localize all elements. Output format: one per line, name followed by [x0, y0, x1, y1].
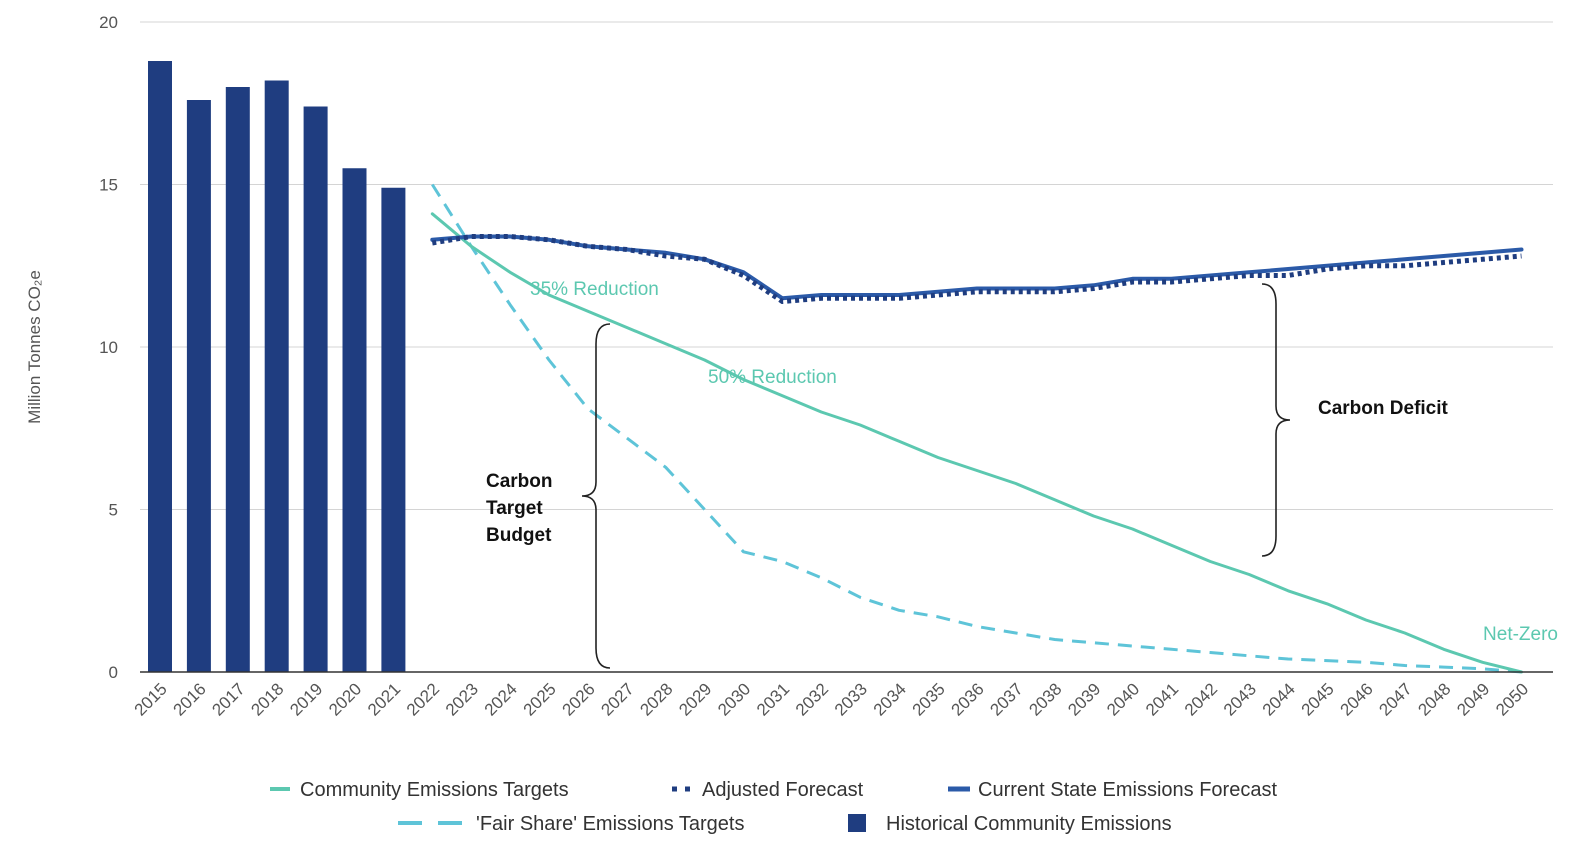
x-axis-ticks: 2015201620172018201920202021202220232024… [131, 679, 1533, 719]
legend-label: Current State Emissions Forecast [978, 779, 1277, 801]
legend-item-fair-share-emissions-targets: 'Fair Share' Emissions Targets [398, 813, 744, 835]
x-tick-label: 2022 [403, 679, 443, 719]
x-tick-label: 2047 [1375, 679, 1415, 719]
x-tick-label: 2044 [1259, 679, 1299, 719]
annotation-target: Target [486, 498, 543, 519]
x-tick-label: 2041 [1142, 679, 1182, 719]
x-tick-label: 2040 [1103, 679, 1143, 719]
x-tick-label: 2024 [481, 679, 521, 719]
x-tick-label: 2046 [1337, 679, 1377, 719]
x-tick-label: 2017 [208, 679, 248, 719]
annotation-carbon-deficit: Carbon Deficit [1318, 398, 1449, 419]
x-tick-label: 2025 [520, 679, 560, 719]
x-tick-label: 2039 [1064, 679, 1104, 719]
bar-2020 [342, 168, 367, 672]
y-axis-ticks: 0 5 10 15 20 [99, 13, 118, 682]
bar-2015 [148, 61, 172, 672]
x-tick-label: 2016 [170, 679, 210, 719]
annotation-budget: Budget [486, 525, 552, 546]
legend-swatch [848, 814, 866, 832]
x-tick-label: 2031 [753, 679, 793, 719]
y-tick-label: 20 [99, 13, 118, 32]
legend-label: Historical Community Emissions [886, 813, 1172, 835]
series-adjusted-forecast [431, 234, 1522, 304]
x-tick-label: 2026 [559, 679, 599, 719]
series-fair-share-emissions-targets [431, 183, 1522, 674]
gridlines [140, 21, 1553, 510]
legend-label: 'Fair Share' Emissions Targets [476, 813, 744, 835]
x-tick-label: 2048 [1414, 679, 1454, 719]
x-tick-label: 2033 [831, 679, 871, 719]
x-tick-label: 2050 [1492, 679, 1532, 719]
y-tick-label: 5 [109, 501, 118, 520]
x-tick-label: 2019 [286, 679, 326, 719]
bar-2021 [381, 187, 406, 672]
y-axis-label: Million Tonnes CO₂e [25, 270, 44, 424]
x-tick-label: 2015 [131, 679, 171, 719]
x-tick-label: 2020 [325, 679, 365, 719]
legend-label: Community Emissions Targets [300, 779, 569, 801]
y-tick-label: 0 [109, 663, 118, 682]
y-tick-label: 10 [99, 338, 118, 357]
x-tick-label: 2028 [636, 679, 676, 719]
x-tick-label: 2023 [442, 679, 482, 719]
bar-2016 [186, 100, 211, 672]
x-tick-label: 2037 [986, 679, 1026, 719]
budget-brace [581, 323, 611, 669]
bar-2017 [225, 87, 250, 672]
y-tick-label: 15 [99, 176, 118, 195]
annotation-net-zero: Net-Zero [1483, 624, 1558, 645]
series-current-state-emissions-forecast [430, 234, 1524, 301]
series-community-emissions-targets [430, 212, 1523, 674]
annotation-35-reduction: 35% Reduction [530, 279, 659, 300]
legend-item-community-emissions-targets: Community Emissions Targets [270, 779, 569, 801]
legend: Community Emissions Targets Adjusted Fore… [270, 779, 1277, 835]
legend-item-current-state-emissions-forecast: Current State Emissions Forecast [948, 779, 1277, 801]
x-tick-label: 2030 [714, 679, 754, 719]
deficit-brace [1261, 283, 1291, 557]
x-tick-label: 2038 [1025, 679, 1065, 719]
x-tick-label: 2035 [909, 679, 949, 719]
x-tick-label: 2043 [1220, 679, 1260, 719]
annotation-carbon: Carbon [486, 471, 553, 492]
x-tick-label: 2042 [1181, 679, 1221, 719]
x-tick-label: 2021 [364, 679, 404, 719]
annotations: 35% Reduction 50% Reduction Net-Zero Carbon… [486, 279, 1558, 645]
annotation-brackets [581, 283, 1291, 669]
bar-2019 [303, 106, 328, 672]
bar-2018 [264, 80, 289, 672]
x-tick-label: 2049 [1453, 679, 1493, 719]
historical-bars [148, 61, 406, 672]
x-tick-label: 2018 [247, 679, 287, 719]
legend-item-historical-community-emissions: Historical Community Emissions [848, 813, 1172, 835]
series-lines [430, 183, 1524, 674]
annotation-50-reduction: 50% Reduction [708, 367, 837, 388]
legend-item-adjusted-forecast: Adjusted Forecast [672, 779, 864, 801]
x-tick-label: 2036 [948, 679, 988, 719]
x-tick-label: 2045 [1298, 679, 1338, 719]
x-tick-label: 2032 [792, 679, 832, 719]
legend-label: Adjusted Forecast [702, 779, 864, 801]
x-tick-label: 2029 [675, 679, 715, 719]
x-tick-label: 2034 [870, 679, 910, 719]
x-tick-label: 2027 [597, 679, 637, 719]
